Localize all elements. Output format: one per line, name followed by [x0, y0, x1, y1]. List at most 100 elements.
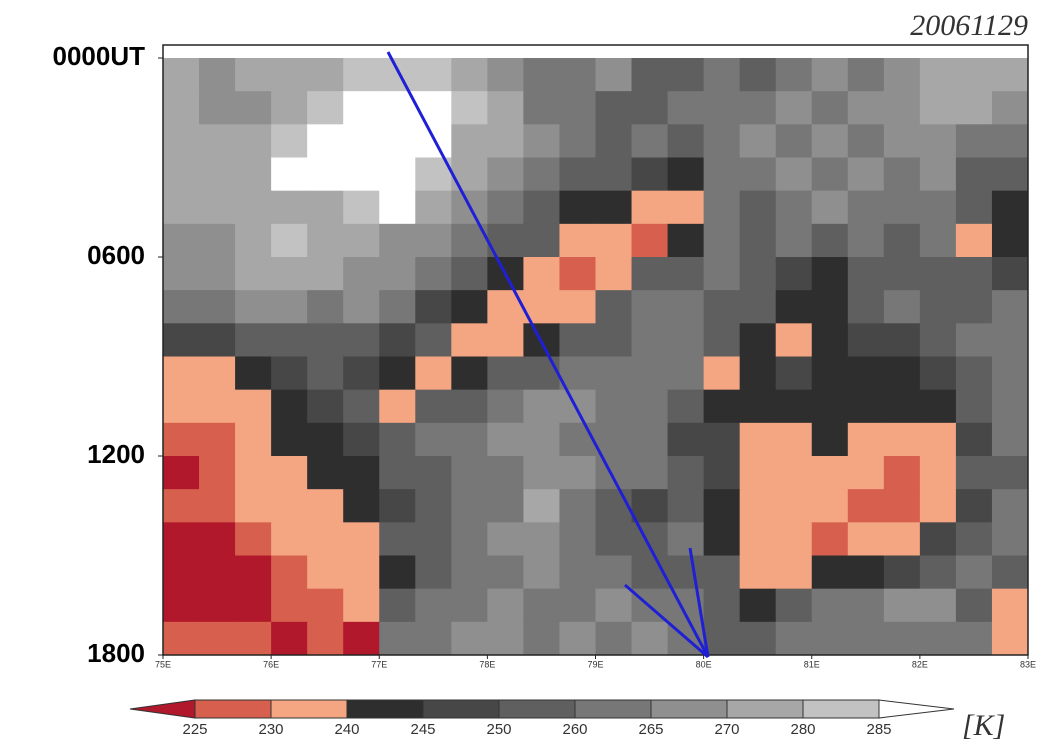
- heat-cell: [775, 58, 813, 92]
- heat-cell: [307, 124, 344, 158]
- heat-cell: [667, 389, 705, 424]
- heat-cell: [991, 290, 1029, 324]
- heat-cell: [847, 91, 885, 125]
- heat-cell: [739, 257, 777, 291]
- y-tick-label: 1200: [87, 439, 145, 469]
- heat-cell: [199, 522, 236, 556]
- heat-cell: [631, 91, 669, 125]
- heat-cell: [379, 588, 416, 623]
- heat-cell: [451, 555, 488, 590]
- heat-cell: [487, 621, 524, 656]
- heat-cell: [811, 555, 849, 590]
- heat-cell: [307, 91, 344, 125]
- heat-cell: [235, 621, 272, 656]
- heat-cell: [595, 621, 633, 656]
- heat-cell: [307, 290, 344, 324]
- heat-cell: [919, 588, 957, 623]
- heat-cell: [775, 422, 813, 457]
- heat-cell: [919, 124, 957, 158]
- heat-cell: [595, 124, 633, 158]
- heat-cell: [991, 323, 1029, 357]
- heat-cell: [847, 223, 885, 258]
- heat-cell: [343, 190, 380, 225]
- heat-cell: [919, 290, 957, 324]
- colorbar-label: 230: [258, 721, 283, 738]
- heat-cell: [235, 489, 272, 523]
- heatmap: [163, 58, 1029, 656]
- arrow-shaft: [386, 51, 710, 658]
- heat-cell: [739, 323, 777, 357]
- heat-cell: [847, 456, 885, 490]
- heat-cell: [883, 356, 921, 391]
- heat-cell: [739, 356, 777, 391]
- heat-cell: [991, 389, 1029, 424]
- heat-cell: [631, 489, 669, 523]
- heat-cell: [199, 91, 236, 125]
- heat-cell: [559, 91, 596, 125]
- heat-cell: [235, 157, 272, 192]
- heat-cell: [595, 456, 633, 490]
- heat-cell: [307, 323, 344, 357]
- heat-cell: [595, 389, 633, 424]
- heat-cell: [343, 621, 380, 656]
- heat-cell: [883, 588, 921, 623]
- heat-cell: [163, 621, 200, 656]
- heat-cell: [559, 456, 596, 490]
- heat-cell: [523, 555, 560, 590]
- heat-cell: [235, 389, 272, 424]
- heat-cell: [739, 389, 777, 424]
- heat-cell: [991, 91, 1029, 125]
- heat-cell: [919, 422, 957, 457]
- heat-cell: [991, 257, 1029, 291]
- heat-cell: [199, 257, 236, 291]
- heat-cell: [595, 323, 633, 357]
- heat-cell: [163, 157, 200, 192]
- heat-cell: [343, 124, 380, 158]
- heat-cell: [199, 223, 236, 258]
- heat-cell: [343, 157, 380, 192]
- heat-cell: [343, 456, 380, 490]
- heat-cell: [667, 91, 705, 125]
- heat-cell: [415, 389, 452, 424]
- heat-cell: [487, 389, 524, 424]
- heat-cell: [667, 555, 705, 590]
- heat-cell: [343, 555, 380, 590]
- x-tick-label: 78E: [479, 659, 495, 669]
- heat-cell: [523, 58, 560, 92]
- heat-cell: [271, 58, 308, 92]
- heat-cell: [271, 588, 308, 623]
- arrow-head: [688, 547, 710, 658]
- heat-cell: [703, 389, 741, 424]
- colorbar-box: [498, 699, 576, 719]
- heat-cell: [847, 356, 885, 391]
- heat-cell: [667, 157, 705, 192]
- heat-cell: [739, 190, 777, 225]
- heat-cell: [847, 124, 885, 158]
- heat-cell: [991, 157, 1029, 192]
- heat-cell: [487, 323, 524, 357]
- heat-cell: [847, 422, 885, 457]
- arrow-head: [624, 583, 709, 659]
- heat-cell: [703, 621, 741, 656]
- heat-cell: [163, 456, 200, 490]
- heat-cell: [451, 456, 488, 490]
- heat-cell: [631, 356, 669, 391]
- heat-cell: [991, 456, 1029, 490]
- heat-cell: [775, 290, 813, 324]
- heat-cell: [631, 422, 669, 457]
- heat-cell: [703, 588, 741, 623]
- heat-cell: [775, 555, 813, 590]
- heat-cell: [235, 190, 272, 225]
- heat-cell: [523, 257, 560, 291]
- heat-cell: [343, 522, 380, 556]
- heat-cell: [451, 91, 488, 125]
- colorbar-label: 285: [866, 721, 891, 738]
- heat-cell: [163, 323, 200, 357]
- heat-cell: [271, 223, 308, 258]
- heat-cell: [595, 522, 633, 556]
- heat-cell: [451, 290, 488, 324]
- heat-cell: [163, 356, 200, 391]
- heat-cell: [667, 422, 705, 457]
- heat-cell: [955, 323, 993, 357]
